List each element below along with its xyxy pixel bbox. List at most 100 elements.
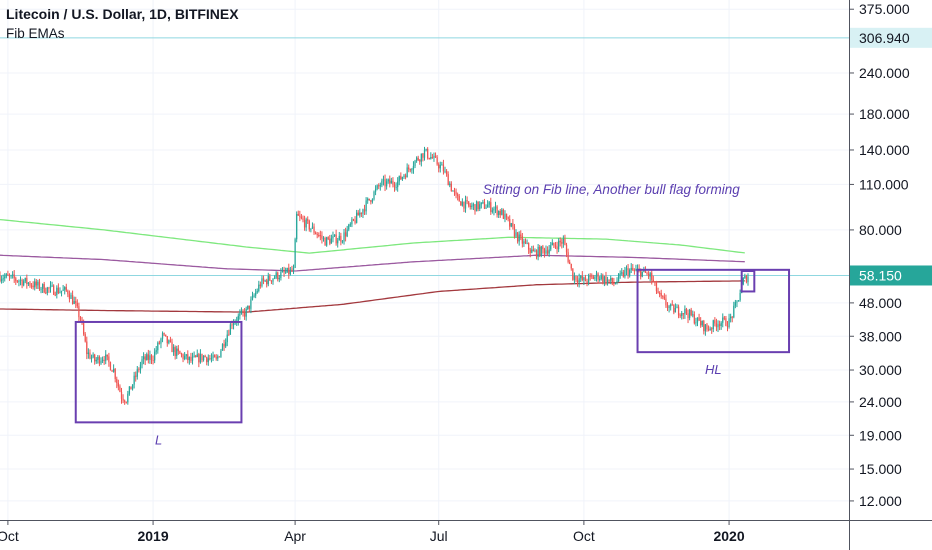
candle-body [477,201,479,209]
candle-body [666,305,669,308]
candle-body [373,191,375,200]
indicator-label[interactable]: Fib EMAs [6,26,65,41]
candle-body [340,235,342,242]
candle-body [742,278,744,285]
drawing-rectangle-2 [636,268,791,354]
candle-body [512,223,514,227]
candle-body [190,356,192,361]
candle-body [509,219,511,227]
candle-body [491,210,493,212]
candle-body [412,165,415,170]
candle-body [550,245,552,250]
candle-body [318,235,320,237]
candle-body [627,268,629,276]
candle-body [614,283,617,285]
candle-body [34,281,36,288]
candle-body [379,185,381,187]
candle-body [218,356,220,358]
candle-body [225,342,227,347]
candle-body [277,272,279,280]
candle-body [393,184,396,188]
candle-body [707,329,710,331]
candle-body [398,175,400,182]
candle-body [221,343,224,351]
candle-body [87,352,90,355]
candle-body [346,229,348,237]
candle-body [206,357,208,363]
candle-body [195,355,197,357]
candle-body [408,167,410,170]
candle-body [283,270,285,273]
candle-body [673,304,675,313]
candle-body [395,187,397,189]
candle-body [193,355,195,357]
candle-body [603,276,606,282]
candle-body [436,157,438,165]
candle-body [438,164,440,169]
candle-body [149,355,151,360]
candle-body [458,195,460,202]
candle-body [728,318,730,327]
candle-body [356,212,358,223]
candle-body [154,351,156,361]
candle-body [335,234,337,244]
candle-body [644,269,647,273]
candle-body [434,155,437,158]
candle-body [139,364,142,370]
chart-title: Litecoin / U.S. Dollar, 1D, BITFINEX [6,6,239,22]
candle-body [723,317,725,319]
candle-body [551,242,553,246]
candle-body [351,219,353,225]
candle-body [228,334,230,336]
candle-body [488,202,490,205]
candle-body [700,320,702,326]
candle-body [441,164,443,166]
candle-body [319,235,321,237]
candle-body [70,295,72,299]
candle-body [597,273,599,280]
candle-body [736,301,738,303]
candle-body [505,213,508,218]
candle-body [136,369,138,377]
candle-body [73,301,75,304]
y-tick-label: 110.000 [859,176,909,192]
candle-body [730,316,732,319]
candle-body [243,312,246,317]
candle-body [389,179,391,184]
candle-body [529,249,531,253]
candle-body [128,386,131,394]
candle-body [284,272,287,274]
candle-body [704,324,707,332]
candle-body [531,249,533,253]
candle-body [101,359,104,361]
candle-body [365,200,367,212]
candle-body [652,279,654,282]
candle-body [179,351,181,354]
candle-body [299,215,301,217]
candle-body [144,356,146,361]
candle-body [176,348,178,356]
candle-body [182,354,184,359]
candle-body [172,347,175,353]
candle-body [709,328,711,330]
candle-body [415,157,418,161]
candle-body [717,324,719,328]
candle-body [523,241,525,244]
candle-body [258,284,260,291]
candle-body [248,305,250,309]
candle-body [371,199,374,202]
candle-body [564,238,566,245]
candle-body [0,279,3,281]
candle-body [105,354,107,361]
candle-body [684,308,686,315]
candle-body [362,209,364,214]
candle-body [450,183,452,191]
candle-body [35,281,37,286]
candle-body [27,282,30,285]
candle-body [734,302,737,306]
candle-body [649,272,651,277]
candle-body [695,322,697,324]
candle-body [404,175,407,178]
candle-body [38,281,41,290]
